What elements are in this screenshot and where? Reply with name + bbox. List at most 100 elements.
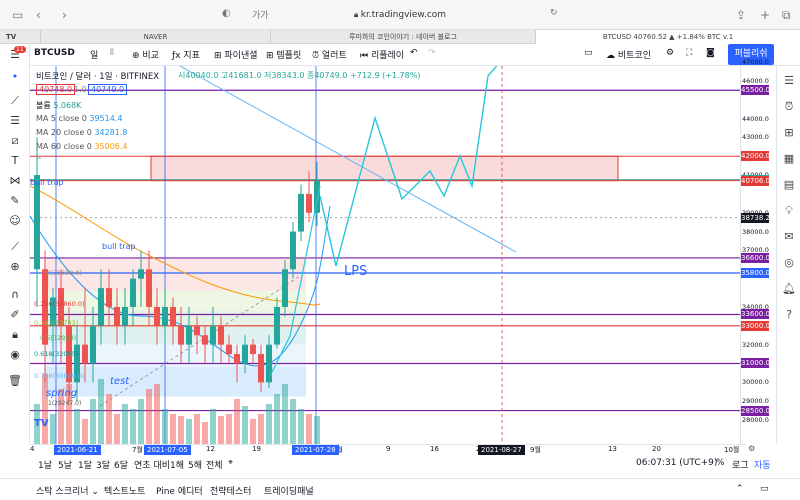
volume-bar [250, 419, 256, 444]
trendline-icon[interactable]: ⟋ [11, 94, 19, 107]
pencil-lock-icon[interactable]: ✐ [10, 308, 20, 321]
tabs-icon[interactable]: ⧉ [782, 8, 791, 22]
percent-toggle[interactable]: % [716, 458, 725, 468]
clock-time[interactable]: 06:07:31 (UTC+9) [636, 458, 718, 468]
financials-button[interactable]: ⊞ 파이낸셜 [214, 51, 258, 61]
layout-name[interactable]: ☁︎ 비트코인 [606, 51, 651, 61]
forward-icon[interactable]: › [62, 8, 67, 22]
pattern-icon[interactable]: ⧄ [11, 134, 19, 147]
bar-style-icon[interactable]: ⫴ [110, 48, 114, 58]
collapse-panel-icon[interactable]: ⌃ [736, 484, 744, 494]
chevron-down-icon: ⌄ [91, 487, 99, 497]
ask-box[interactable]: 40749.0 [88, 84, 128, 95]
range-5d[interactable]: 5날 [58, 461, 73, 471]
address-bar[interactable]: 🔒︎ kr.tradingview.com [300, 7, 500, 23]
range-1d[interactable]: 1날 [38, 461, 53, 471]
alert-button[interactable]: ⏰︎ 얼러트 [312, 51, 347, 61]
log-toggle[interactable]: 로그 [732, 461, 749, 471]
tab-blog[interactable]: 루미하의 코인이야기 : 네이버 블로그 [270, 30, 535, 44]
eye-icon[interactable]: ◉ [10, 348, 20, 361]
price-tick-label: 34000.0 [742, 302, 769, 311]
spring-label: spring [46, 388, 78, 399]
maximize-panel-icon[interactable]: ▭ [760, 484, 769, 494]
fib-level-0618: 0.618(32055) [34, 350, 79, 358]
magnet-icon[interactable]: ∩ [10, 288, 20, 301]
chat-icon[interactable]: ✉︎ [784, 230, 794, 243]
range-1y[interactable]: 1해 [170, 461, 185, 471]
tab-tradingview-logo[interactable]: TV [0, 30, 40, 44]
range-1m[interactable]: 1달 [78, 461, 93, 471]
tab-stock-screener[interactable]: 스탁 스크리너 ⌄ [36, 487, 99, 497]
bid-box[interactable]: 40748.0 [36, 84, 76, 95]
share-icon[interactable]: ⇪ [736, 8, 747, 22]
calendar-icon[interactable]: ▤ [783, 178, 795, 191]
notifications-icon[interactable]: 🔔︎ [782, 282, 796, 295]
chart-pane[interactable]: 비트코인 / 달러 · 1일 · BITFINEX 시40040.0 고4168… [30, 66, 746, 444]
compare-button[interactable]: ⊕ 비교 [132, 51, 159, 61]
back-icon[interactable]: ‹ [36, 8, 41, 22]
reader-icon[interactable]: ◐ [222, 8, 231, 19]
candle-body [298, 193, 304, 232]
tab-pine-editor[interactable]: Pine 에디터 [156, 487, 203, 497]
volume-bar [98, 379, 104, 444]
ruler-icon[interactable]: ⟋ [11, 240, 19, 253]
range-5y[interactable]: 5해 [188, 461, 203, 471]
axis-settings-icon[interactable]: ⚙︎ [748, 444, 756, 453]
indicators-button[interactable]: ƒx 지표 [172, 51, 200, 61]
fullscreen-icon[interactable]: ⛶ [686, 48, 693, 58]
fib-icon[interactable]: ☰ [10, 114, 20, 127]
tab-naver[interactable]: NAVER [40, 30, 270, 44]
zoom-icon[interactable]: ⊕ [10, 260, 20, 273]
volume-legend: 볼륨 5.068K [36, 101, 82, 110]
emoji-icon[interactable]: ☺ [9, 214, 21, 227]
fib-zone [44, 327, 306, 344]
interval-button[interactable]: 일 [90, 51, 99, 61]
ideas-icon[interactable]: 💡︎ [785, 204, 793, 217]
price-axis[interactable]: 47000.046000.044000.043000.041000.039000… [740, 58, 776, 444]
prediction-icon[interactable]: ⋈ [9, 174, 21, 187]
candle-body [210, 325, 216, 345]
range-ytd[interactable]: 연초 대비 [134, 461, 170, 471]
range-3m[interactable]: 3달 [96, 461, 111, 471]
sidebar-icon[interactable]: ▭ [12, 8, 24, 22]
text-size-control[interactable]: 가가 [252, 11, 269, 21]
auto-toggle[interactable]: 자동 [754, 461, 771, 471]
settings-icon[interactable]: ⚙︎ [666, 48, 675, 58]
watchlist-icon[interactable]: ☰ [784, 74, 794, 87]
replay-button[interactable]: ⏮ 리플레이 [360, 51, 405, 61]
goto-date-icon[interactable]: ⌖ [228, 458, 234, 468]
templates-button[interactable]: ⊞ 템플릿 [266, 51, 302, 61]
brush-icon[interactable]: ✎ [10, 194, 20, 207]
redo-icon[interactable]: ↷ [428, 48, 436, 58]
lock-icon[interactable]: 🔒︎ [12, 328, 18, 341]
symbol-search[interactable]: BTCUSD [34, 48, 75, 58]
reload-icon[interactable]: ↻ [550, 8, 558, 18]
publish-button[interactable]: 퍼블리쉬 [728, 44, 774, 65]
trash-icon[interactable]: 🗑︎ [8, 374, 22, 387]
plus-icon[interactable]: + [760, 8, 771, 22]
candle-body [186, 325, 192, 345]
volume-bar [306, 414, 312, 444]
price-chart[interactable] [30, 66, 746, 444]
range-all[interactable]: 전체 [206, 461, 223, 471]
price-tag: 33000.0 [741, 320, 770, 331]
tab-strategy-tester[interactable]: 전략테스터 [210, 487, 252, 497]
hotlist-icon[interactable]: ▦ [783, 152, 795, 165]
tab-trading-panel[interactable]: 트레이딩패널 [264, 487, 314, 497]
tab-btcusd[interactable]: BTCUSD 40760.52 ▲ +1.84% BTC v.1 [535, 30, 800, 44]
undo-icon[interactable]: ↶ [410, 48, 418, 58]
range-6m[interactable]: 6달 [114, 461, 129, 471]
streams-icon[interactable]: ◎ [784, 256, 794, 269]
menu-icon[interactable]: ☰ [10, 48, 20, 61]
alerts-icon[interactable]: ⏰︎ [784, 100, 794, 113]
data-window-icon[interactable]: ⊞ [784, 126, 794, 139]
collapse-legend-icon[interactable]: ⌃ [36, 156, 43, 165]
dot-cursor-icon[interactable]: • [11, 70, 19, 83]
tab-text-notes[interactable]: 텍스트노트 [104, 487, 146, 497]
text-icon[interactable]: T [11, 154, 19, 167]
ma60-legend: MA 60 close 0 35006.4 [36, 142, 128, 151]
layout-icon[interactable]: ▭ [584, 48, 593, 58]
time-axis[interactable]: 47월12198월916239월132010월2021-06-212021-07… [30, 444, 746, 456]
camera-icon[interactable]: ◙ [706, 48, 715, 58]
help-icon[interactable]: ? [786, 308, 792, 321]
